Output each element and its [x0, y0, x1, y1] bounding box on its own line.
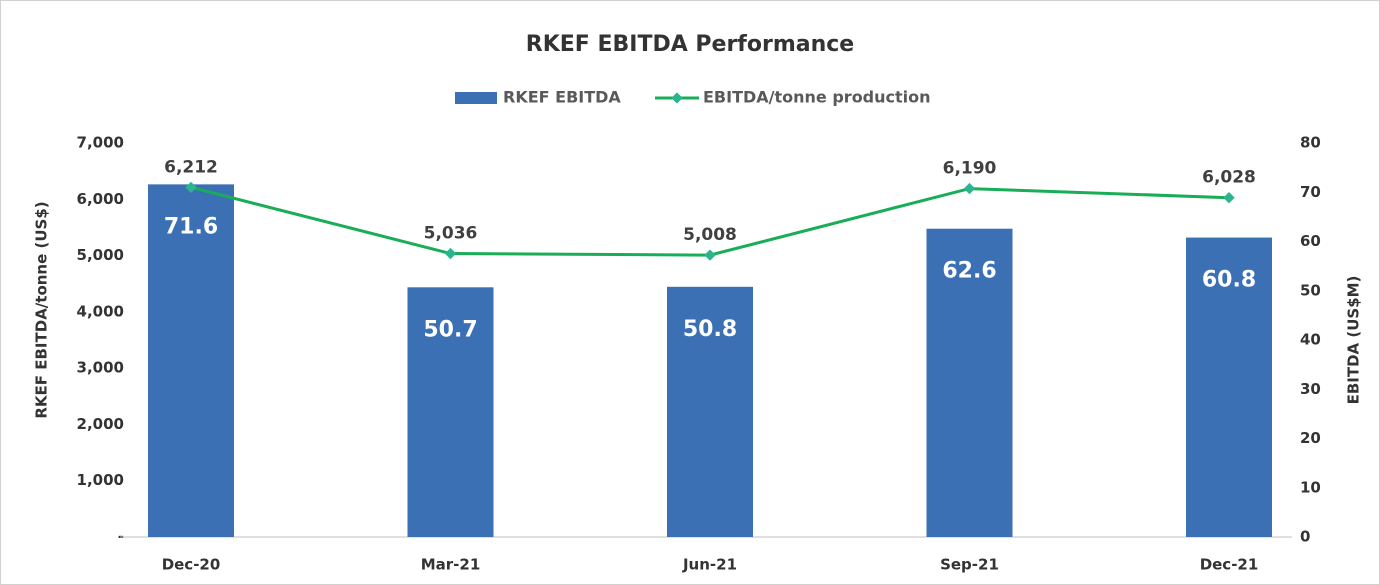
bar-value-label: 71.6 [164, 214, 218, 239]
line-value-label: 6,028 [1202, 168, 1256, 188]
chart-title: RKEF EBITDA Performance [526, 32, 854, 57]
y2-tick-label: 20 [1300, 429, 1321, 447]
line-marker [1223, 192, 1235, 204]
y-tick-label: 1,000 [77, 471, 124, 489]
line-value-label: 6,212 [164, 157, 218, 177]
y-axis-label: RKEF EBITDA/tonne (US$) [33, 201, 51, 418]
legend-swatch [455, 92, 497, 104]
bar [148, 184, 234, 537]
y-tick-label: 3,000 [77, 359, 124, 377]
y-tick-label: 6,000 [77, 190, 124, 208]
line-value-label: 5,036 [424, 224, 478, 244]
bar [667, 286, 753, 537]
line-value-label: 6,190 [943, 159, 997, 179]
line-value-label: 5,008 [683, 225, 737, 245]
x-tick-label: Dec-21 [1200, 556, 1259, 574]
bar [407, 287, 494, 537]
y-tick-label: 7,000 [77, 134, 124, 152]
y2-tick-label: 60 [1300, 232, 1321, 250]
bar-value-label: 62.6 [942, 259, 996, 284]
y2-tick-label: 80 [1300, 134, 1321, 152]
bar-value-label: 50.7 [423, 317, 477, 342]
y2-tick-label: 10 [1300, 478, 1321, 496]
line-marker [185, 181, 197, 194]
bar-value-label: 50.8 [683, 317, 737, 342]
y2-tick-label: 40 [1300, 331, 1321, 349]
x-tick-label: Jun-21 [682, 556, 737, 574]
legend-label: EBITDA/tonne production [703, 88, 931, 107]
y2-tick-label: 70 [1300, 183, 1321, 201]
x-tick-label: Mar-21 [421, 556, 481, 574]
y2-tick-label: 30 [1300, 380, 1321, 398]
legend-label: RKEF EBITDA [503, 88, 621, 107]
bar [1186, 237, 1272, 537]
y2-tick-label: 50 [1300, 281, 1321, 299]
y-tick-label: 5,000 [77, 246, 124, 264]
bar [926, 228, 1013, 537]
y-tick-label: 2,000 [77, 415, 124, 433]
y-tick-label: 4,000 [77, 302, 124, 320]
x-tick-label: Sep-21 [940, 556, 999, 574]
y2-axis-label: EBITDA (US$M) [1345, 276, 1363, 405]
y2-tick-label: 0 [1300, 528, 1310, 546]
line-marker [704, 249, 716, 261]
bar-value-label: 60.8 [1202, 268, 1256, 293]
line-marker [963, 182, 976, 195]
x-tick-label: Dec-20 [162, 556, 221, 574]
line-marker [444, 247, 457, 260]
